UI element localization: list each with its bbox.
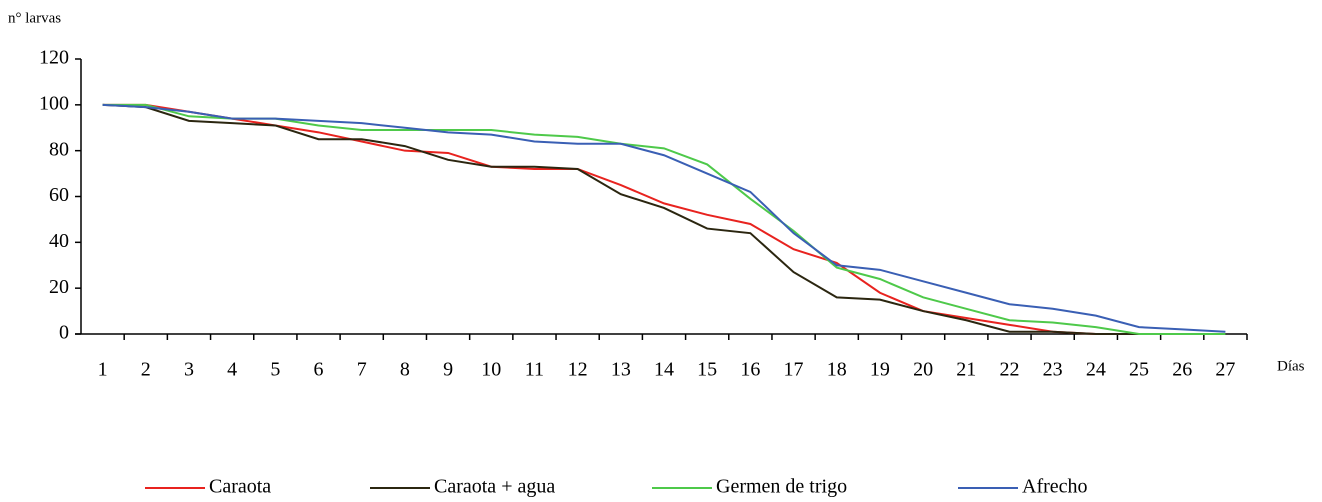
y-tick-label: 80 [49, 138, 69, 160]
x-tick-label: 1 [98, 359, 108, 381]
x-tick-label: 6 [314, 359, 324, 381]
x-tick-label: 15 [697, 359, 717, 381]
x-tick-label: 23 [1043, 359, 1063, 381]
x-tick-label: 7 [357, 359, 367, 381]
y-tick-label: 0 [59, 322, 69, 344]
x-tick-label: 13 [611, 359, 631, 381]
legend-label: Afrecho [1022, 476, 1088, 498]
legend-label: Caraota [209, 476, 271, 498]
x-tick-label: 4 [227, 359, 237, 381]
y-tick-label: 60 [49, 184, 69, 206]
x-tick-label: 16 [740, 359, 760, 381]
x-tick-label: 11 [525, 359, 544, 381]
x-tick-label: 27 [1215, 359, 1235, 381]
x-tick-label: 8 [400, 359, 410, 381]
y-tick-label: 20 [49, 276, 69, 298]
x-tick-label: 26 [1172, 359, 1192, 381]
y-tick-label: 100 [39, 92, 69, 114]
series-line [102, 103, 1226, 335]
series-line [102, 103, 1226, 335]
x-tick-label: 18 [827, 359, 847, 381]
x-tick-label: 24 [1086, 359, 1106, 381]
y-tick-label: 40 [49, 230, 69, 252]
x-tick-label: 14 [654, 359, 674, 381]
y-axis-label: n° larvas [8, 10, 61, 26]
x-tick-label: 9 [443, 359, 453, 381]
x-tick-label: 21 [956, 359, 976, 381]
x-tick-label: 12 [568, 359, 588, 381]
x-tick-label: 3 [184, 359, 194, 381]
x-axis-label: Días [1277, 358, 1305, 374]
x-tick-label: 25 [1129, 359, 1149, 381]
series-line [102, 103, 1226, 333]
x-tick-label: 22 [999, 359, 1019, 381]
series-line [102, 103, 1226, 335]
y-tick-label: 120 [39, 47, 69, 69]
x-tick-label: 17 [784, 359, 804, 381]
x-tick-label: 20 [913, 359, 933, 381]
x-tick-label: 5 [270, 359, 280, 381]
legend-label: Caraota + agua [434, 476, 555, 498]
legend-label: Germen de trigo [716, 476, 847, 498]
x-tick-label: 19 [870, 359, 890, 381]
x-tick-label: 2 [141, 359, 151, 381]
x-tick-label: 10 [481, 359, 501, 381]
